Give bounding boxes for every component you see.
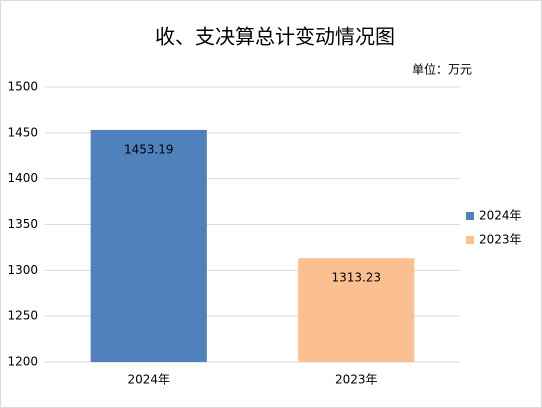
legend-swatch [466,212,474,220]
y-tick-label: 1400 [7,171,38,185]
y-tick-label: 1300 [7,263,38,277]
x-tick-label: 2023年 [335,373,378,387]
y-tick-label: 1350 [7,217,38,231]
x-tick-label: 2024年 [127,373,170,387]
bar [90,129,207,362]
y-tick-label: 1250 [7,309,38,323]
legend-label: 2024年 [479,209,522,223]
data-label: 1453.19 [124,142,174,156]
unit-label: 单位：万元 [412,62,472,77]
y-tick-label: 1500 [7,80,38,94]
y-tick-label: 1200 [7,355,38,369]
data-label: 1313.23 [331,271,381,285]
legend-swatch [466,236,474,244]
legend-label: 2023年 [479,233,522,247]
bar [298,258,415,362]
y-tick-label: 1450 [7,125,38,139]
chart-title: 收、支决算总计变动情况图 [155,25,395,49]
